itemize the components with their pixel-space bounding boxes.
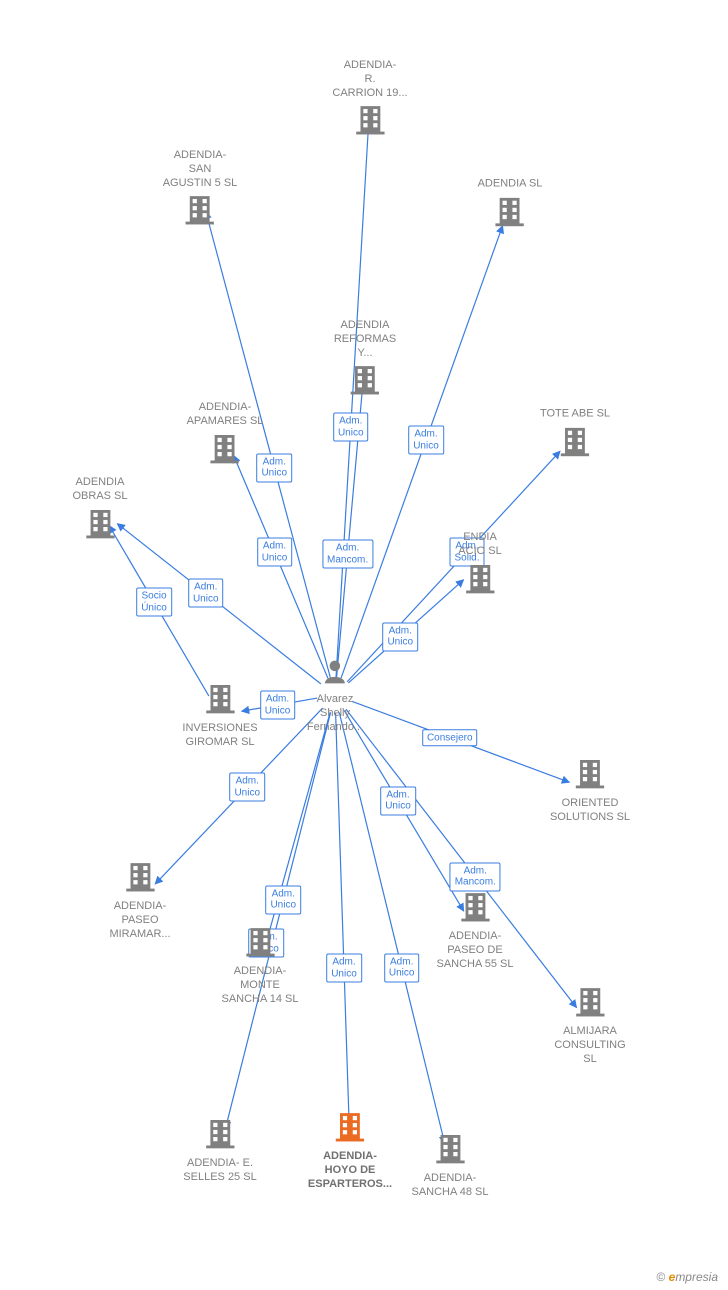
building-icon [573,984,607,1023]
company-node[interactable]: ADENDIA-R.CARRION 19... [332,59,407,141]
company-node[interactable]: ADENDIA-MONTESANCHA 14 SL [221,924,298,1006]
node-label: ENDIAACIO SL [458,531,501,559]
node-label: ORIENTEDSOLUTIONS SL [550,797,630,825]
edge-label: Adm. Unico [257,538,293,567]
node-label: ADENDIA-SANCHA 48 SL [411,1172,488,1200]
person-node[interactable]: AlvarezShellyFernando... [307,656,363,734]
edge-label: Socio Único [136,588,172,617]
building-icon [208,430,242,469]
edge [234,455,328,678]
edge-label: Adm. Unico [265,885,301,914]
edge [339,712,444,1143]
edge-label: Adm. Unico [382,622,418,651]
building-icon [493,193,527,232]
node-label: AlvarezShellyFernando... [307,693,363,734]
node-label: ADENDIAOBRAS SL [72,476,127,504]
edge-label: Adm. Unico [408,426,444,455]
building-icon [573,756,607,795]
edge-label: Adm. Unico [188,579,224,608]
edge-label: Adm. Unico [229,773,265,802]
company-node[interactable]: ADENDIA-SANAGUSTIN 5 SL [163,149,238,231]
building-icon [243,924,277,963]
node-label: ADENDIA-SANAGUSTIN 5 SL [163,149,238,190]
building-icon [353,102,387,141]
building-icon [558,423,592,462]
company-node[interactable]: ADENDIA-SANCHA 48 SL [411,1131,488,1200]
footer-credit: © empresia [656,1270,718,1284]
building-icon [458,889,492,928]
company-node[interactable]: ADENDIA SL [478,178,543,233]
edge-label: Consejero [422,729,478,747]
building-icon [123,859,157,898]
building-icon [333,1109,367,1148]
building-icon [203,1116,237,1155]
node-label: ADENDIA-PASEO DESANCHA 55 SL [436,930,513,971]
edge-label: Adm. Mancom. [450,862,501,891]
company-node[interactable]: ALMIJARACONSULTINGSL [554,984,625,1066]
building-icon [83,505,117,544]
node-label: ADENDIA-R.CARRION 19... [332,59,407,100]
node-label: ADENDIA-APAMARES SL [187,401,264,429]
company-node[interactable]: ADENDIA-APAMARES SL [187,401,264,470]
node-label: ADENDIA-PASEOMIRAMAR... [109,900,170,941]
node-label: INVERSIONESGIROMAR SL [182,722,257,750]
edge [336,713,350,1128]
company-node[interactable]: ADENDIA- E.SELLES 25 SL [183,1116,256,1185]
company-node[interactable]: ORIENTEDSOLUTIONS SL [550,756,630,825]
company-node[interactable]: ADENDIAREFORMASY... [334,319,396,401]
network-canvas [0,0,728,1290]
node-label: ADENDIA- E.SELLES 25 SL [183,1157,256,1185]
node-label: ADENDIA-HOYO DEESPARTEROS... [308,1150,392,1191]
building-icon [183,192,217,231]
edge-label: Adm. Unico [380,786,416,815]
company-node[interactable]: ENDIAACIO SL [458,531,501,600]
node-label: ADENDIA SL [478,178,543,192]
node-label: ALMIJARACONSULTINGSL [554,1025,625,1066]
company-node[interactable]: ADENDIA-PASEOMIRAMAR... [109,859,170,941]
edge-label: Adm. Unico [333,413,369,442]
copyright-symbol: © [656,1270,665,1284]
company-node[interactable]: ADENDIA-PASEO DESANCHA 55 SL [436,889,513,971]
brand-rest: mpresia [675,1270,718,1284]
company-node[interactable]: INVERSIONESGIROMAR SL [182,681,257,750]
edge-label: Adm. Unico [326,954,362,983]
building-icon [348,362,382,401]
node-label: ADENDIA-MONTESANCHA 14 SL [221,965,298,1006]
edge-label: Adm. Mancom. [322,540,373,569]
node-label: ADENDIAREFORMASY... [334,319,396,360]
edge-label: Adm. Unico [260,691,296,720]
building-icon [433,1131,467,1170]
building-icon [463,560,497,599]
edge-label: Adm. Unico [384,953,420,982]
company-node[interactable]: ADENDIA-HOYO DEESPARTEROS... [308,1109,392,1191]
node-label: TOTE ABE SL [540,408,610,422]
person-icon [320,656,350,691]
company-node[interactable]: TOTE ABE SL [540,408,610,463]
building-icon [203,681,237,720]
company-node[interactable]: ADENDIAOBRAS SL [72,476,127,545]
